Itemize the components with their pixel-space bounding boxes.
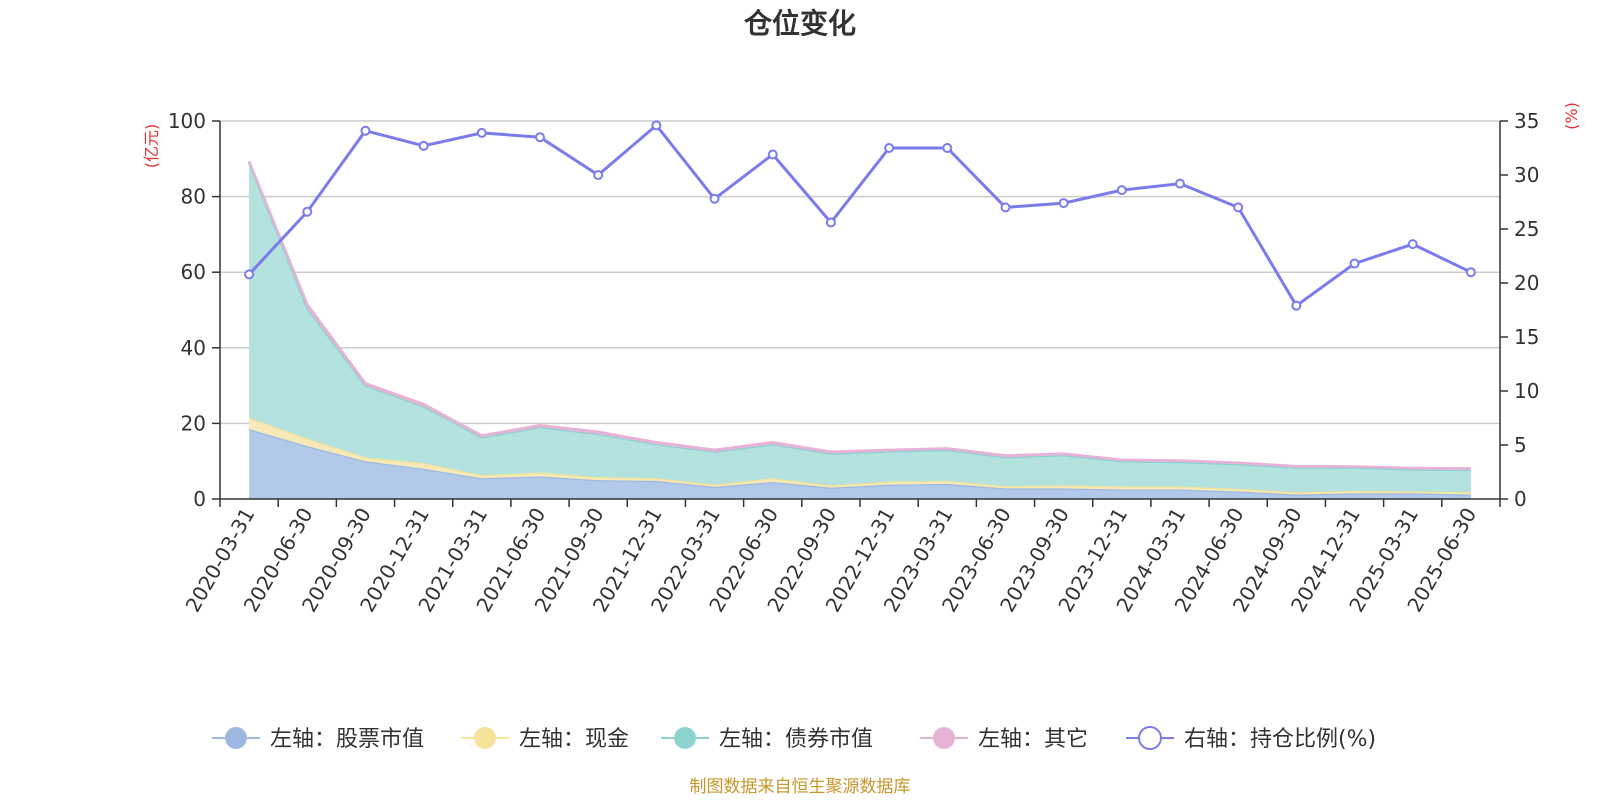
ratio-point[interactable] <box>593 170 604 180</box>
legend-marker-other <box>933 727 955 749</box>
ratio-point[interactable] <box>709 193 720 204</box>
legend-label-cash: 左轴：现金 <box>519 727 629 752</box>
ratio-point[interactable] <box>302 206 313 217</box>
ratio-point[interactable] <box>1465 267 1476 278</box>
left-axis-tick-label: 100 <box>168 109 206 133</box>
legend-item-ratio[interactable]: 右轴：持仓比例(%) <box>1126 726 1376 752</box>
right-axis-tick-label: 5 <box>1514 433 1527 457</box>
ratio-point[interactable] <box>476 127 487 138</box>
legend-label-bond: 左轴：债券市值 <box>719 727 873 752</box>
right-axis-tick-label: 30 <box>1514 163 1539 187</box>
ratio-point[interactable] <box>942 143 953 153</box>
legend-label-stock: 左轴：股票市值 <box>270 727 424 752</box>
ratio-line-path <box>247 123 1472 308</box>
ratio-point[interactable] <box>535 132 545 143</box>
ratio-point[interactable] <box>767 149 778 160</box>
legend-item-bond[interactable]: 左轴：债券市值 <box>661 727 873 752</box>
ratio-point[interactable] <box>1291 300 1302 311</box>
axes: 0 20 40 60 80 100 0 5 10 15 20 25 30 35 <box>168 109 1540 511</box>
ratio-point[interactable] <box>1407 239 1418 250</box>
left-axis-unit: (亿元) <box>142 124 161 169</box>
ratio-point[interactable] <box>360 125 371 136</box>
ratio-point[interactable] <box>1175 178 1185 189</box>
left-axis-tick-label: 40 <box>181 336 206 360</box>
right-axis-tick-label: 15 <box>1514 325 1539 349</box>
right-axis-tick-label: 35 <box>1514 109 1539 133</box>
legend-marker-cash <box>474 727 496 749</box>
ratio-point[interactable] <box>418 140 429 151</box>
left-axis-tick-label: 60 <box>181 260 206 284</box>
ratio-point[interactable] <box>1116 185 1127 196</box>
ratio-point[interactable] <box>825 217 836 228</box>
legend-label-other: 左轴：其它 <box>978 727 1088 752</box>
grid-lines <box>220 120 1500 425</box>
ratio-point[interactable] <box>1000 202 1011 213</box>
area-series-2 <box>249 162 1471 493</box>
legend-marker-bond <box>674 727 696 749</box>
ratio-point[interactable] <box>244 269 255 280</box>
ratio-point[interactable] <box>1233 202 1244 213</box>
area-edge-series-1 <box>248 416 1471 494</box>
area-series-0 <box>249 429 1471 499</box>
area-edge-series-3 <box>247 160 1471 470</box>
legend-item-stock[interactable]: 左轴：股票市值 <box>212 727 424 752</box>
data-source-note: 制图数据来自恒生聚源数据库 <box>690 777 911 797</box>
legend-label-ratio: 右轴：持仓比例(%) <box>1184 727 1376 752</box>
left-axis-tick-label: 0 <box>193 487 206 511</box>
chart-title: 仓位变化 <box>744 7 856 40</box>
ratio-point[interactable] <box>651 120 662 131</box>
ratio-point[interactable] <box>884 143 895 153</box>
ratio-point[interactable] <box>1058 198 1069 209</box>
legend-marker-ratio <box>1138 726 1162 750</box>
area-edge-series-0 <box>248 427 1471 496</box>
right-axis-tick-label: 25 <box>1514 217 1539 241</box>
stacked-areas <box>247 160 1471 499</box>
x-axis-tick-labels: 2020-03-312020-06-302020-09-302020-12-31… <box>181 504 1482 617</box>
right-axis-tick-label: 20 <box>1514 271 1539 295</box>
legend-item-cash[interactable]: 左轴：现金 <box>461 727 629 752</box>
legend-marker-stock <box>225 727 247 749</box>
area-series-1 <box>249 417 1471 495</box>
right-axis-tick-label: 10 <box>1514 379 1539 403</box>
legend-item-other[interactable]: 左轴：其它 <box>920 727 1088 752</box>
left-axis-tick-label: 20 <box>181 411 206 435</box>
ratio-point[interactable] <box>1349 258 1360 269</box>
right-axis-unit: (%) <box>1562 102 1581 130</box>
position-ratio-line <box>244 120 1476 311</box>
right-axis-tick-label: 0 <box>1514 487 1527 511</box>
legend[interactable]: 左轴：股票市值 左轴：现金 左轴：债券市值 左轴：其它 右轴：持仓比例(%) <box>212 726 1376 752</box>
left-axis-tick-label: 80 <box>181 185 206 209</box>
